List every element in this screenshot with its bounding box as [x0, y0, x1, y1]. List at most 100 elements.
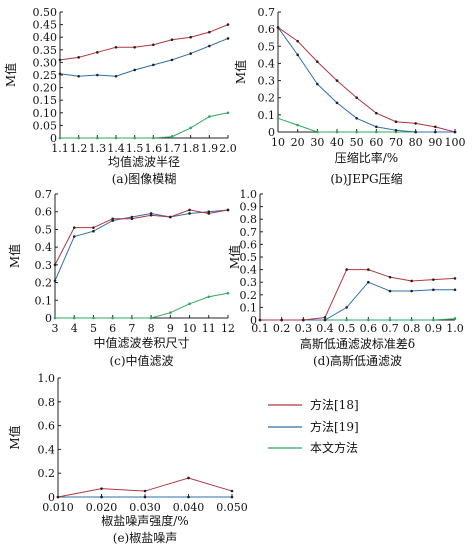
x-tick-label: 0.020	[86, 501, 118, 514]
data-point	[53, 263, 57, 267]
data-point	[276, 26, 280, 29]
data-point	[226, 37, 230, 40]
x-axis-title: 压缩比率/%	[335, 150, 398, 165]
data-point	[77, 56, 80, 59]
x-tick-label: 1.1	[51, 142, 69, 155]
y-axis-title: M值	[227, 245, 242, 269]
data-point	[96, 51, 99, 54]
y-tick-label: 0.7	[240, 226, 258, 239]
series-line-3	[277, 117, 455, 133]
data-point	[152, 43, 155, 47]
y-tick-label: 1.0	[240, 188, 258, 201]
x-tick-label: 1.5	[126, 142, 144, 155]
y-axis-title: M值	[7, 425, 22, 449]
data-point	[434, 130, 437, 134]
data-point	[296, 123, 299, 127]
x-tick-label: 0.030	[129, 501, 161, 514]
data-point	[143, 489, 147, 493]
data-point	[375, 130, 378, 134]
y-tick-label: 0.25	[33, 69, 58, 82]
data-point	[226, 208, 230, 212]
x-tick-label: 1.6	[145, 142, 163, 155]
y-tick-label: 0	[268, 126, 275, 139]
y-tick-label: 0.9	[240, 201, 258, 214]
y-tick-label: 0.4	[38, 443, 56, 456]
legend-label-method18: 方法[18]	[310, 397, 359, 412]
x-tick-label: 1.3	[89, 142, 107, 155]
x-tick-label: 9	[167, 322, 174, 335]
data-point	[345, 268, 348, 271]
y-tick-label: 0.50	[33, 6, 58, 19]
y-tick-label: 0.6	[258, 23, 276, 36]
data-point	[394, 120, 398, 124]
data-point	[453, 288, 457, 292]
data-point	[133, 68, 136, 72]
data-point	[296, 39, 299, 43]
y-axis-title: M值	[233, 60, 248, 84]
y-tick-label: 0.3	[240, 276, 258, 289]
x-tick-label: 0.4	[316, 322, 334, 335]
y-tick-label: 0.35	[33, 44, 58, 57]
x-tick-label: 50	[350, 136, 364, 149]
data-point	[133, 45, 136, 49]
data-point	[432, 278, 435, 281]
y-tick-label: 0	[48, 491, 55, 504]
panel-caption: (b)JEPG压缩	[330, 171, 402, 186]
panel-caption: (c)中值滤波	[109, 353, 173, 368]
data-point	[296, 53, 299, 57]
data-point	[189, 35, 192, 39]
y-tick-label: 0.6	[240, 238, 258, 251]
data-point	[323, 316, 327, 319]
data-point	[189, 126, 192, 130]
data-point	[410, 279, 413, 283]
data-point	[169, 311, 172, 314]
data-point	[453, 317, 457, 321]
y-tick-label: 0.1	[240, 301, 258, 314]
data-point	[375, 111, 378, 115]
x-tick-label: 10	[183, 322, 197, 335]
data-point	[188, 208, 191, 212]
data-point	[388, 318, 392, 322]
legend-label-method19: 方法[19]	[310, 419, 359, 434]
series-line-1	[277, 27, 456, 133]
x-axis-title: 高斯低通滤波标准差δ	[300, 336, 415, 351]
x-tick-label: 100	[445, 136, 466, 149]
x-tick-label: 2.0	[219, 142, 237, 155]
chart-panel-3: 0 0.1 0.2 0.3 0.4 0.5 0.6 0.7 3 4 5 6 7 8 9 10 11 12 中值滤波卷…	[7, 188, 235, 368]
y-tick-label: 0.6	[35, 206, 53, 219]
x-tick-label: 10	[271, 136, 285, 149]
x-tick-label: 70	[389, 136, 403, 149]
data-point	[100, 495, 103, 499]
legend: 方法[18] 方法[19] 本文方法	[268, 397, 359, 455]
y-tick-label: 0.40	[33, 31, 58, 44]
data-point	[394, 128, 398, 132]
data-point	[226, 23, 230, 26]
series-line-1	[260, 269, 456, 321]
x-tick-label: 1.4	[107, 142, 125, 155]
x-tick-label: 5	[90, 322, 97, 335]
x-tick-label: 0.7	[381, 322, 399, 335]
x-axis-title: 均值滤波半径	[108, 154, 180, 169]
x-tick-label: 0.3	[295, 322, 313, 335]
data-point	[133, 136, 136, 140]
data-point	[280, 318, 283, 322]
data-point	[92, 229, 95, 233]
data-point	[414, 122, 417, 125]
data-point	[111, 316, 114, 320]
data-point	[208, 30, 211, 34]
data-point	[58, 136, 62, 140]
x-tick-label: 0.6	[360, 322, 378, 335]
data-point	[367, 268, 370, 271]
y-tick-label: 0	[50, 132, 57, 145]
data-point	[226, 111, 230, 115]
x-tick-label: 7	[128, 322, 135, 335]
y-tick-label: 0.20	[33, 82, 58, 95]
y-tick-label: 0.4	[240, 264, 258, 277]
y-tick-label: 0.8	[240, 213, 258, 226]
data-point	[316, 60, 319, 64]
data-point	[58, 72, 62, 76]
data-point	[276, 116, 280, 120]
y-tick-label: 0.3	[258, 75, 276, 88]
data-point	[367, 318, 370, 322]
